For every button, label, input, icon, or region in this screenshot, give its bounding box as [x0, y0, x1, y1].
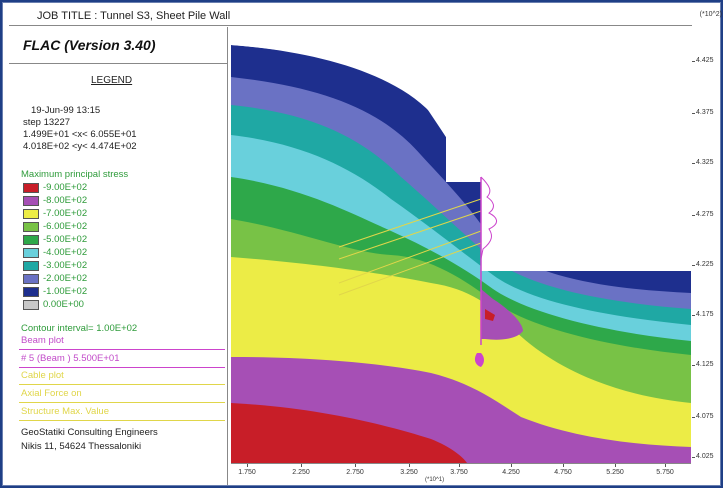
- divider: [19, 384, 225, 385]
- divider: [19, 402, 225, 403]
- contour-swatch: [23, 196, 39, 206]
- y-tick-mark: [692, 315, 695, 316]
- x-axis-unit: (*10^1): [425, 477, 445, 483]
- y-range: 4.018E+02 <y< 4.474E+02: [23, 141, 137, 152]
- run-date: 19-Jun-99 13:15: [31, 105, 101, 116]
- program-version: FLAC (Version 3.40): [23, 37, 156, 53]
- y-tick-mark: [692, 417, 695, 418]
- x-tick-label: 5.750: [656, 469, 674, 476]
- beam-plot-label: Beam plot: [21, 335, 64, 346]
- contour-svg: [231, 27, 691, 463]
- contour-swatch: [23, 274, 39, 284]
- x-tick-label: 1.750: [238, 469, 256, 476]
- legend-panel: FLAC (Version 3.40) LEGEND 19-Jun-99 13:…: [9, 27, 228, 485]
- company-name: GeoStatiki Consulting Engineers: [21, 427, 158, 438]
- x-tick-mark: [511, 464, 512, 467]
- contour-swatch: [23, 209, 39, 219]
- x-tick-mark: [563, 464, 564, 467]
- contour-label: -4.00E+02: [43, 247, 88, 258]
- y-tick-label: 4.275: [696, 211, 714, 218]
- y-tick-label: 4.325: [696, 159, 714, 166]
- contour-label: -7.00E+02: [43, 208, 88, 219]
- cable-plot-label: Cable plot: [21, 370, 64, 381]
- x-range: 1.499E+01 <x< 6.055E+01: [23, 129, 137, 140]
- company-address: Nikis 11, 54624 Thessaloniki: [21, 441, 142, 452]
- y-tick-mark: [692, 163, 695, 164]
- stress-concentration-red: [485, 309, 495, 321]
- y-tick-label: 4.425: [696, 57, 714, 64]
- x-tick-label: 5.250: [606, 469, 624, 476]
- excavation-void: [446, 27, 691, 271]
- y-tick-label: 4.375: [696, 109, 714, 116]
- x-tick-mark: [355, 464, 356, 467]
- y-tick-mark: [692, 265, 695, 266]
- contour-label: -8.00E+02: [43, 195, 88, 206]
- contour-label: -1.00E+02: [43, 286, 88, 297]
- x-tick-mark: [665, 464, 666, 467]
- contour-label: -9.00E+02: [43, 182, 88, 193]
- anchor-rod: [338, 242, 482, 296]
- divider: [9, 63, 227, 64]
- anchor-rod: [338, 230, 482, 284]
- stress-title: Maximum principal stress: [21, 169, 129, 180]
- y-tick-mark: [692, 61, 695, 62]
- structure-label: Structure Max. Value: [21, 406, 110, 417]
- x-tick-label: 2.750: [346, 469, 364, 476]
- x-tick-label: 3.250: [400, 469, 418, 476]
- job-title: JOB TITLE : Tunnel S3, Sheet Pile Wall: [37, 10, 231, 22]
- beam-value: # 5 (Beam ) 5.500E+01: [21, 353, 120, 364]
- contour-label: 0.00E+00: [43, 299, 84, 310]
- contour-swatch: [23, 248, 39, 258]
- x-tick-label: 2.250: [292, 469, 310, 476]
- y-tick-mark: [692, 365, 695, 366]
- contour-swatch: [23, 300, 39, 310]
- divider: [19, 367, 225, 368]
- contour-label: -2.00E+02: [43, 273, 88, 284]
- y-tick-label: 4.025: [696, 453, 714, 460]
- x-tick-label: 4.750: [554, 469, 572, 476]
- x-tick-mark: [459, 464, 460, 467]
- contour-label: -3.00E+02: [43, 260, 88, 271]
- x-tick-mark: [301, 464, 302, 467]
- y-tick-mark: [692, 457, 695, 458]
- y-scale-note: (*10^2): [699, 11, 722, 18]
- stress-contour-plot: [231, 27, 691, 463]
- legend-title: LEGEND: [91, 75, 133, 86]
- run-step: step 13227: [23, 117, 71, 128]
- axial-force-label: Axial Force on: [21, 388, 82, 399]
- x-tick-mark: [615, 464, 616, 467]
- divider: [19, 349, 225, 350]
- y-tick-label: 4.225: [696, 261, 714, 268]
- y-tick-mark: [692, 113, 695, 114]
- y-axis: 4.425 4.375 4.325 4.275 4.225 4.175 4.12…: [692, 27, 722, 463]
- x-axis: 1.750 2.250 2.750 3.250 3.750 4.250 4.75…: [231, 463, 691, 488]
- contour-swatch: [23, 235, 39, 245]
- y-tick-label: 4.075: [696, 413, 714, 420]
- job-title-bar: JOB TITLE : Tunnel S3, Sheet Pile Wall (…: [9, 7, 722, 26]
- y-tick-label: 4.125: [696, 361, 714, 368]
- contour-band-red: [231, 403, 467, 463]
- contour-swatch: [23, 183, 39, 193]
- contour-swatch: [23, 287, 39, 297]
- contour-swatch: [23, 222, 39, 232]
- contour-interval: Contour interval= 1.00E+02: [21, 323, 138, 334]
- x-tick-mark: [409, 464, 410, 467]
- contour-label: -5.00E+02: [43, 234, 88, 245]
- x-tick-label: 3.750: [450, 469, 468, 476]
- beam-axial-force-diagram-lower: [474, 353, 484, 367]
- anchor-rod: [338, 210, 482, 260]
- beam-axial-force-diagram: [480, 176, 497, 260]
- stress-concentration-purple: [481, 289, 523, 340]
- y-tick-mark: [692, 215, 695, 216]
- x-tick-mark: [247, 464, 248, 467]
- anchor-rod: [338, 198, 482, 248]
- contour-label: -6.00E+02: [43, 221, 88, 232]
- x-tick-label: 4.250: [502, 469, 520, 476]
- y-tick-label: 4.175: [696, 311, 714, 318]
- contour-swatch: [23, 261, 39, 271]
- divider: [19, 420, 225, 421]
- ground-surface-white: [231, 27, 446, 137]
